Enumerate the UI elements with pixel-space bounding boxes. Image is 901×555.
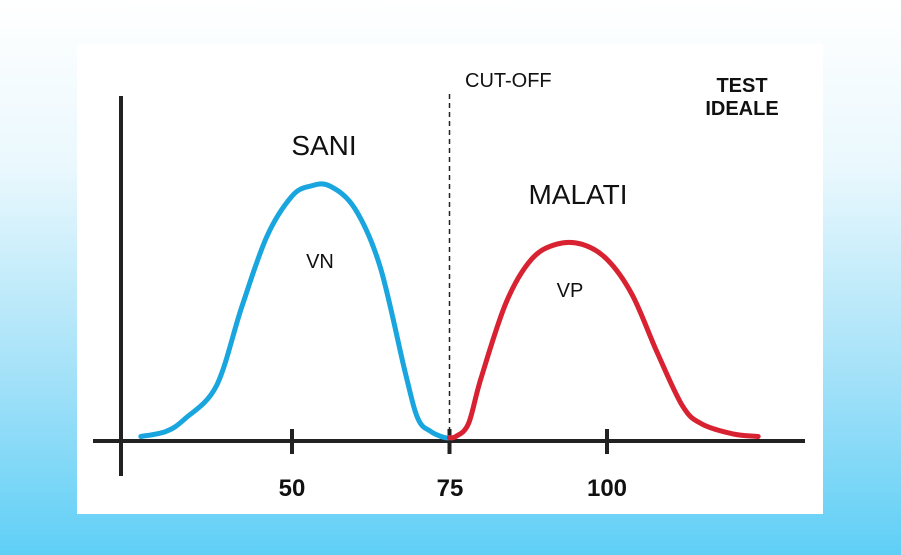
distribution-chart: 50 75 100 CUT-OFF TEST IDEALE SANI VN MA… (93, 70, 805, 502)
malati-curve (447, 239, 761, 441)
tick-label-75: 75 (437, 475, 464, 502)
cutoff-label: CUT-OFF (465, 70, 552, 92)
x-ticks (290, 429, 609, 454)
chart-panel: 50 75 100 CUT-OFF TEST IDEALE SANI VN MA… (77, 44, 823, 514)
tick-label-100: 100 (587, 475, 627, 502)
region-label-vp: VP (557, 280, 584, 302)
region-label-vn: VN (306, 251, 334, 273)
series-label-sani: SANI (291, 130, 356, 161)
chart-title-line2: IDEALE (705, 98, 778, 120)
series-label-malati: MALATI (528, 179, 627, 210)
tick-label-50: 50 (279, 475, 306, 502)
chart-title-line1: TEST (716, 75, 767, 97)
sani-curve (138, 181, 452, 441)
